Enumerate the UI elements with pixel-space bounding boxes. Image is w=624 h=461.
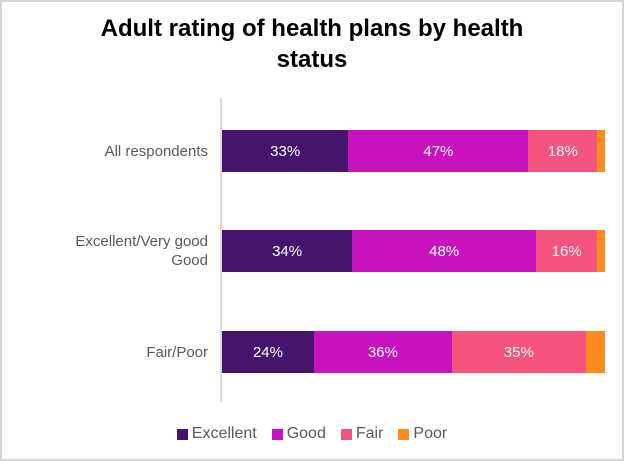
- category-axis-line: [220, 98, 222, 402]
- legend-swatch-icon: [271, 428, 283, 440]
- bar-row: 24% 36% 35%: [222, 331, 605, 373]
- legend-label: Excellent: [191, 425, 257, 442]
- legend-label: Poor: [413, 425, 448, 442]
- legend-swatch-icon: [398, 428, 410, 440]
- legend: Excellent Good Fair Poor: [2, 422, 622, 446]
- bar-row: 33% 47% 18%: [222, 130, 605, 172]
- category-label: Fair/Poor: [146, 343, 208, 361]
- bar-segment-good: 47%: [348, 130, 529, 172]
- bar-segment-poor: [597, 230, 605, 272]
- data-label: 34%: [272, 242, 303, 260]
- bar-segment-excellent: 34%: [222, 230, 353, 272]
- data-label: 18%: [547, 142, 578, 160]
- bar-segment-fair: 16%: [536, 230, 598, 272]
- bar-segment-poor: [585, 331, 605, 373]
- data-label: 24%: [252, 343, 283, 361]
- data-label: 16%: [551, 242, 582, 260]
- data-label: 47%: [423, 142, 454, 160]
- bar-segment-good: 48%: [352, 230, 537, 272]
- data-label: 48%: [429, 242, 460, 260]
- legend-item-excellent: Excellent: [176, 425, 257, 443]
- bar-segment-poor: [597, 130, 605, 172]
- legend-item-poor: Poor: [398, 425, 447, 443]
- legend-swatch-icon: [340, 428, 352, 440]
- bar-segment-fair: 18%: [528, 130, 598, 172]
- bar-segment-excellent: 24%: [222, 331, 314, 373]
- bar-segment-good: 36%: [313, 331, 452, 373]
- category-label: Excellent/Very good Good: [75, 233, 208, 269]
- bar-row: 34% 48% 16%: [222, 230, 605, 272]
- data-label: 33%: [270, 142, 301, 160]
- legend-swatch-icon: [176, 428, 188, 440]
- legend-label: Fair: [355, 425, 384, 442]
- bar-segment-excellent: 33%: [222, 130, 349, 172]
- legend-item-good: Good: [271, 425, 326, 443]
- bar-segment-fair: 35%: [451, 331, 586, 373]
- data-label: 36%: [367, 343, 398, 361]
- chart-title: Adult rating of health plans by health s…: [100, 15, 524, 73]
- legend-label: Good: [286, 425, 326, 442]
- category-label: All respondents: [104, 142, 208, 160]
- data-label: 35%: [503, 343, 534, 361]
- legend-item-fair: Fair: [340, 425, 384, 443]
